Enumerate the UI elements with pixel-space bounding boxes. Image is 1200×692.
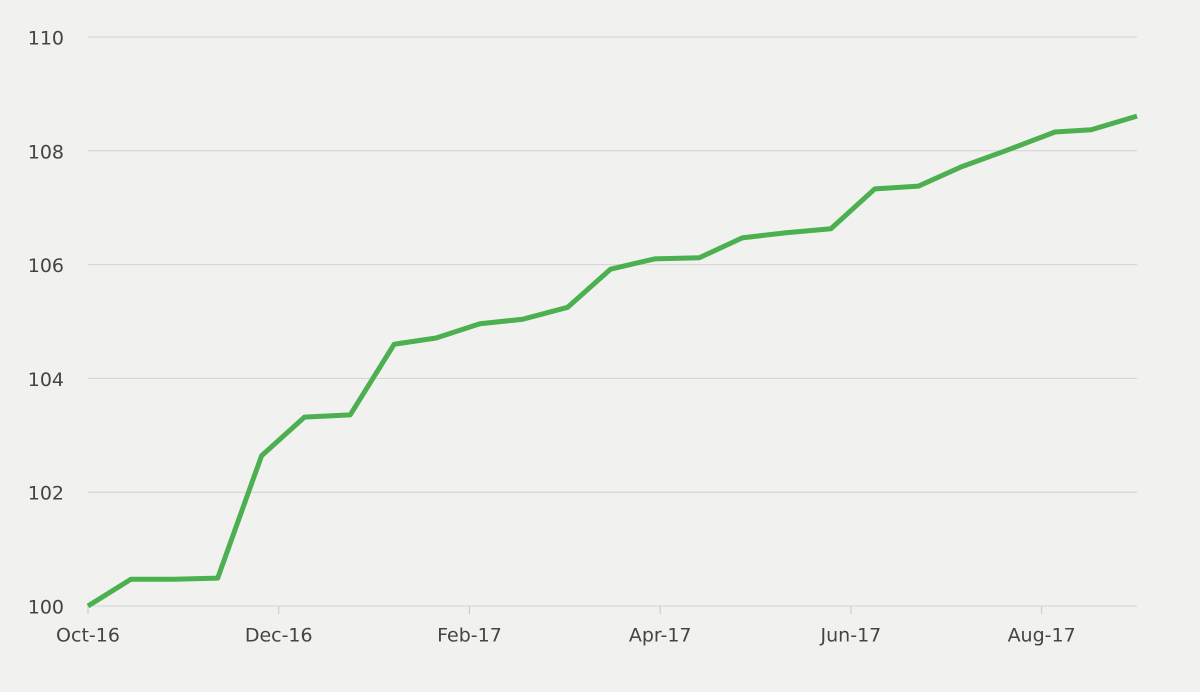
- y-tick-label: 108: [28, 141, 64, 163]
- y-tick-label: 106: [28, 255, 64, 277]
- data-line: [86, 113, 1138, 609]
- y-tick-label: 110: [28, 28, 64, 50]
- x-tick-label: Apr-17: [629, 625, 692, 647]
- x-tick-label: Dec-16: [245, 625, 313, 647]
- x-tick-label: Jun-17: [820, 625, 882, 647]
- y-tick-label: 102: [28, 483, 64, 505]
- y-tick-label: 104: [28, 369, 64, 391]
- x-tick-label: Aug-17: [1008, 625, 1076, 647]
- y-tick-label: 100: [28, 597, 64, 619]
- x-tick-label: Feb-17: [437, 625, 502, 647]
- x-tick-label: Oct-16: [56, 625, 120, 647]
